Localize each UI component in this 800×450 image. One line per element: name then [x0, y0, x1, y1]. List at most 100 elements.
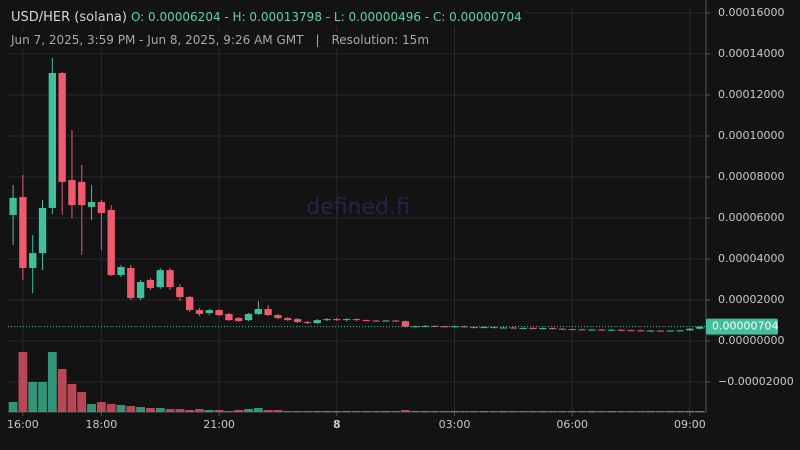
candle-body	[127, 268, 135, 298]
candle-body	[9, 197, 17, 215]
candle-body	[293, 319, 302, 322]
volume-bar	[87, 404, 96, 412]
candle-body	[401, 321, 410, 327]
y-tick-label: 0.00014000	[718, 47, 784, 60]
candle-body	[539, 328, 547, 330]
candle-body	[656, 330, 665, 332]
x-tick-label: 09:00	[674, 418, 706, 431]
volume-bar	[18, 352, 28, 412]
candle-body	[274, 314, 282, 319]
candle-body	[617, 329, 625, 331]
candle-body	[372, 320, 380, 322]
volume-bar	[273, 410, 283, 412]
volume-bar	[518, 411, 528, 412]
volume-bar	[636, 411, 646, 412]
candle-body	[225, 313, 233, 321]
candle-body	[97, 202, 106, 214]
volume-bar	[175, 409, 185, 412]
grid	[8, 8, 706, 412]
volume-bar	[28, 382, 38, 412]
volume-bar	[371, 411, 381, 412]
ohlc-readout: O: 0.00006204 - H: 0.00013798 - L: 0.000…	[130, 10, 522, 24]
candle-body	[313, 320, 321, 323]
resolution: Resolution: 15m	[331, 33, 430, 47]
candle-body	[627, 330, 635, 332]
volume-bar	[322, 411, 332, 412]
candle-body	[499, 327, 508, 329]
last-price-tag	[706, 318, 778, 335]
candle-body	[490, 327, 498, 329]
candle-body	[87, 202, 96, 207]
header: USD/HER (solana) O: 0.00006204 - H: 0.000…	[8, 9, 525, 26]
volume-bar	[538, 411, 548, 412]
candle-body	[244, 313, 253, 321]
candle-body	[185, 296, 194, 311]
volume-bar	[77, 392, 87, 412]
y-tick-label: 0.00002000	[718, 293, 784, 306]
candle-body	[215, 310, 223, 315]
volume-bar	[675, 411, 685, 412]
volume-bar	[420, 411, 430, 412]
candle-body	[588, 329, 596, 331]
volume-bar	[587, 411, 597, 412]
volume-bar	[38, 382, 47, 412]
volume-bar	[665, 411, 675, 412]
volume-bar	[607, 411, 616, 412]
volume-bar	[616, 411, 626, 412]
candle-body	[548, 328, 557, 330]
candle-body	[352, 319, 361, 321]
volume-bar	[401, 410, 410, 412]
volume-bar	[548, 411, 557, 412]
candle-body	[195, 310, 204, 314]
volume-bar	[165, 409, 175, 412]
volume-bar	[136, 407, 146, 412]
volume-bar	[597, 411, 607, 412]
volume-bar	[283, 411, 293, 412]
separator: |	[315, 33, 320, 47]
volume-bar	[508, 411, 518, 412]
candle-body	[176, 287, 184, 297]
candle-body	[519, 327, 527, 329]
candle-body	[637, 330, 645, 332]
volume-bar	[685, 411, 695, 412]
volume-bar	[312, 411, 322, 412]
volume-bar	[126, 406, 136, 412]
candle-body	[48, 73, 57, 208]
volume-bar	[489, 411, 499, 412]
volume-bar	[96, 402, 106, 412]
volume-bar	[361, 411, 371, 412]
y-tick-label: 0.00006000	[718, 211, 784, 224]
volume-bar	[469, 411, 479, 412]
candle-body	[568, 329, 576, 331]
volume-bar	[577, 411, 587, 412]
candle-body	[205, 310, 213, 313]
candle-body	[470, 327, 478, 329]
candle-body	[441, 326, 449, 328]
candle-body	[382, 320, 390, 322]
candle-body	[686, 328, 694, 331]
watermark: defined.fi	[306, 195, 410, 220]
volume-bar	[47, 352, 57, 412]
volume-bar	[263, 410, 273, 412]
candle-body	[607, 329, 616, 331]
candle-body	[78, 181, 86, 206]
candle-body	[254, 309, 263, 314]
volume-bar	[656, 411, 665, 412]
y-tick-label: 0.00010000	[718, 129, 784, 142]
volume-bar	[116, 405, 126, 412]
candle-body	[342, 319, 351, 321]
volume-bar	[342, 411, 352, 412]
candle-body	[362, 320, 370, 322]
volume-bar	[195, 409, 204, 412]
candle-body	[676, 330, 684, 332]
volume-bar	[67, 384, 77, 412]
volume-bar	[244, 409, 253, 412]
candle-body	[558, 328, 567, 330]
y-tick-label: 0.00008000	[718, 170, 784, 183]
volume-bar	[440, 411, 450, 412]
candle-body	[264, 309, 272, 315]
volume-bar	[106, 404, 116, 412]
candle-body	[19, 197, 27, 269]
candle-body	[303, 321, 312, 323]
volume-bar	[567, 411, 577, 412]
